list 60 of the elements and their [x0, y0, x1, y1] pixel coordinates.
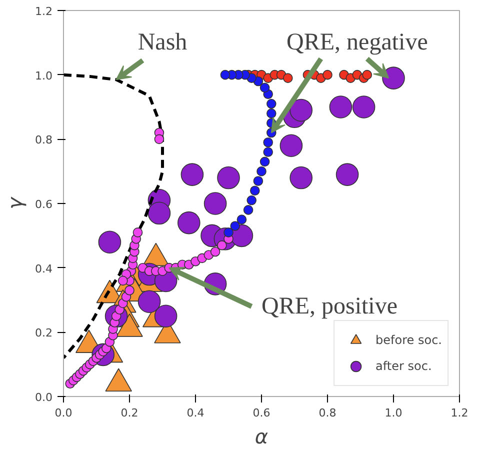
point	[263, 147, 273, 157]
x-tick-label: 1.2	[450, 406, 468, 420]
point	[230, 221, 240, 231]
point	[352, 96, 376, 118]
point	[290, 166, 312, 190]
y-tick-label: 1.2	[35, 5, 53, 18]
annotation: QRE, negative	[286, 30, 428, 56]
point	[154, 304, 178, 328]
point	[220, 70, 230, 80]
point	[283, 73, 293, 83]
point	[290, 98, 312, 122]
point	[210, 246, 220, 257]
point	[256, 166, 266, 176]
point	[217, 240, 227, 250]
point	[336, 163, 359, 186]
x-tick-label: 0.2	[120, 406, 138, 420]
point	[138, 290, 161, 313]
x-axis-title: α	[254, 424, 268, 448]
point	[124, 285, 134, 296]
y-axis-title: γ	[3, 196, 28, 210]
y-tick-label: 0.8	[35, 134, 53, 147]
x-tick-label: 1.0	[384, 406, 402, 420]
y-tick-label: 0.0	[35, 391, 53, 404]
point	[243, 205, 254, 215]
point	[178, 211, 200, 234]
point	[382, 66, 405, 90]
point	[132, 228, 143, 238]
point	[263, 137, 273, 148]
x-tick-label: 0.8	[318, 406, 336, 420]
point	[260, 82, 270, 93]
point	[253, 176, 264, 186]
point	[362, 70, 372, 80]
point	[180, 163, 204, 186]
y-tick-label: 1.0	[35, 69, 53, 82]
y-tick-label: 0.6	[35, 198, 53, 211]
annotation: Nash	[138, 30, 188, 56]
point	[260, 156, 270, 167]
point	[154, 134, 164, 144]
point	[246, 195, 256, 206]
point	[98, 230, 122, 254]
point	[266, 108, 276, 118]
point	[224, 228, 234, 238]
legend-label: before soc.	[376, 333, 442, 347]
point	[217, 166, 240, 190]
y-tick-label: 0.2	[35, 326, 53, 340]
y-tick-label: 0.4	[35, 262, 53, 276]
point	[322, 70, 332, 80]
point	[118, 276, 128, 286]
legend-label: after soc.	[376, 359, 432, 373]
point	[266, 98, 276, 109]
point	[250, 186, 260, 196]
annotation: QRE, positive	[262, 293, 398, 320]
x-tick-label: 0.0	[54, 406, 72, 420]
x-tick-label: 0.4	[186, 406, 204, 420]
point	[204, 192, 227, 215]
point	[280, 134, 303, 157]
point	[148, 202, 171, 225]
point	[236, 214, 247, 224]
point	[329, 96, 352, 118]
x-tick-label: 0.6	[252, 406, 270, 420]
